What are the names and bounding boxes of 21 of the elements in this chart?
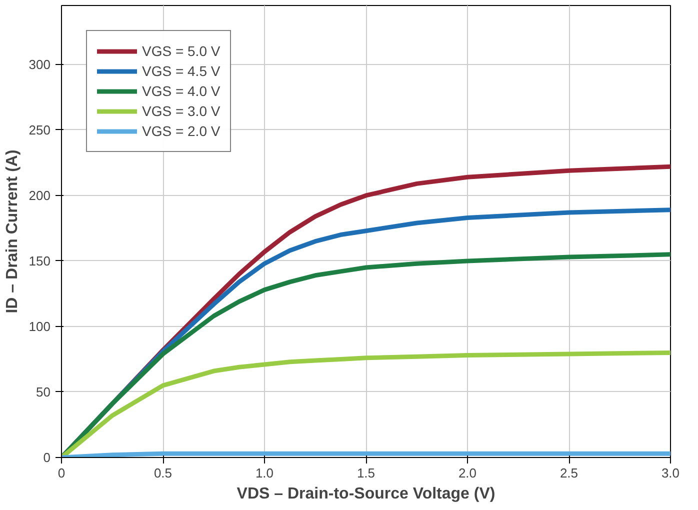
y-tick-label: 50 [36, 384, 51, 400]
legend-label: VGS = 2.0 V [142, 123, 220, 139]
x-tick-label: 1.0 [255, 466, 274, 480]
x-tick-label: 2.0 [458, 466, 477, 480]
y-tick-label: 250 [28, 122, 51, 138]
x-tick-label: 2.5 [560, 466, 578, 480]
y-tick-label: 0 [43, 450, 51, 465]
y-tick-label: 300 [28, 56, 51, 72]
legend-label: VGS = 5.0 V [142, 43, 220, 59]
legend-label: VGS = 3.0 V [142, 103, 220, 119]
x-tick-label: 3.0 [661, 466, 680, 480]
y-tick-label: 200 [28, 188, 51, 203]
legend-label: VGS = 4.5 V [142, 63, 220, 79]
x-tick-label: 1.5 [356, 466, 376, 480]
y-axis-title: ID – Drain Current (A) [4, 150, 21, 314]
x-tick-label: 0 [58, 466, 66, 480]
y-tick-label: 150 [28, 253, 51, 268]
legend-label: VGS = 4.0 V [142, 83, 220, 99]
x-axis-title: VDS – Drain-to-Source Voltage (V) [236, 486, 496, 502]
y-tick-label: 100 [28, 318, 51, 334]
x-tick-label: 0.5 [154, 466, 172, 480]
